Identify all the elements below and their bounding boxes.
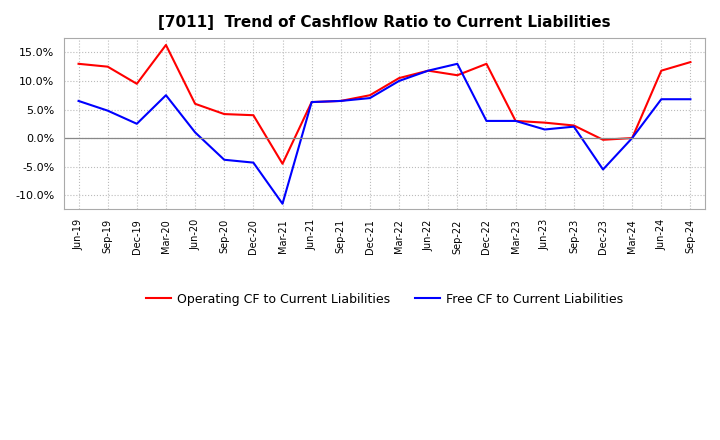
Operating CF to Current Liabilities <box>628 136 636 141</box>
Free CF to Current Liabilities <box>395 78 403 84</box>
Free CF to Current Liabilities <box>628 136 636 141</box>
Operating CF to Current Liabilities <box>104 64 112 70</box>
Operating CF to Current Liabilities <box>657 68 665 73</box>
Operating CF to Current Liabilities <box>336 98 345 103</box>
Free CF to Current Liabilities <box>220 157 228 162</box>
Operating CF to Current Liabilities <box>191 101 199 106</box>
Operating CF to Current Liabilities <box>395 75 403 81</box>
Free CF to Current Liabilities <box>686 97 695 102</box>
Operating CF to Current Liabilities <box>482 61 491 66</box>
Free CF to Current Liabilities <box>366 95 374 101</box>
Operating CF to Current Liabilities <box>366 92 374 98</box>
Title: [7011]  Trend of Cashflow Ratio to Current Liabilities: [7011] Trend of Cashflow Ratio to Curren… <box>158 15 611 30</box>
Free CF to Current Liabilities <box>249 160 258 165</box>
Free CF to Current Liabilities <box>307 99 316 105</box>
Operating CF to Current Liabilities <box>599 137 608 143</box>
Operating CF to Current Liabilities <box>220 111 228 117</box>
Free CF to Current Liabilities <box>657 97 665 102</box>
Free CF to Current Liabilities <box>132 121 141 126</box>
Operating CF to Current Liabilities <box>541 120 549 125</box>
Operating CF to Current Liabilities <box>249 113 258 118</box>
Free CF to Current Liabilities <box>511 118 520 124</box>
Operating CF to Current Liabilities <box>161 42 170 48</box>
Operating CF to Current Liabilities <box>453 73 462 78</box>
Operating CF to Current Liabilities <box>74 61 83 66</box>
Free CF to Current Liabilities <box>336 98 345 103</box>
Operating CF to Current Liabilities <box>278 161 287 166</box>
Operating CF to Current Liabilities <box>511 118 520 124</box>
Free CF to Current Liabilities <box>278 201 287 206</box>
Operating CF to Current Liabilities <box>307 99 316 105</box>
Operating CF to Current Liabilities <box>686 59 695 65</box>
Operating CF to Current Liabilities <box>424 68 433 73</box>
Free CF to Current Liabilities <box>541 127 549 132</box>
Free CF to Current Liabilities <box>570 124 578 129</box>
Line: Free CF to Current Liabilities: Free CF to Current Liabilities <box>78 64 690 204</box>
Free CF to Current Liabilities <box>191 130 199 135</box>
Free CF to Current Liabilities <box>482 118 491 124</box>
Free CF to Current Liabilities <box>424 68 433 73</box>
Free CF to Current Liabilities <box>453 61 462 66</box>
Free CF to Current Liabilities <box>104 108 112 113</box>
Free CF to Current Liabilities <box>161 92 170 98</box>
Operating CF to Current Liabilities <box>132 81 141 86</box>
Line: Operating CF to Current Liabilities: Operating CF to Current Liabilities <box>78 45 690 164</box>
Free CF to Current Liabilities <box>599 167 608 172</box>
Operating CF to Current Liabilities <box>570 123 578 128</box>
Legend: Operating CF to Current Liabilities, Free CF to Current Liabilities: Operating CF to Current Liabilities, Fre… <box>140 288 629 311</box>
Free CF to Current Liabilities <box>74 98 83 103</box>
